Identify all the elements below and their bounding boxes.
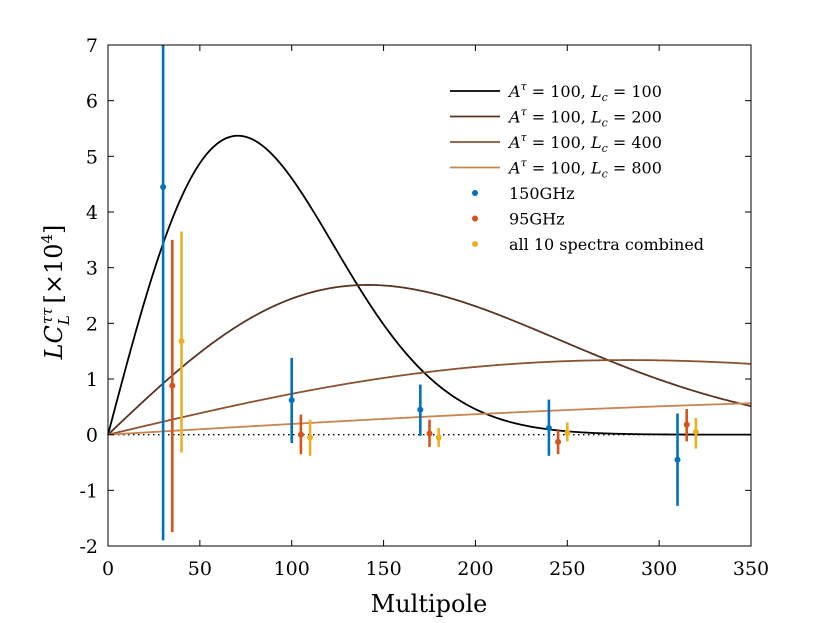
legend-marker-swatch <box>472 215 478 222</box>
y-label-sup: ττ <box>38 307 56 324</box>
data-point <box>555 438 562 445</box>
data-point <box>307 434 314 441</box>
data-point <box>288 397 295 404</box>
series-curve-lc-800 <box>107 402 752 436</box>
data-point <box>564 429 571 436</box>
x-tick-label: 200 <box>457 558 493 580</box>
x-tick-label: 0 <box>102 558 114 580</box>
y-tick-label: -1 <box>79 480 98 502</box>
data-point <box>426 430 433 437</box>
data-point <box>178 338 185 345</box>
y-label-main: LC <box>40 325 68 360</box>
y-label-power: 4 <box>38 234 56 244</box>
data-point <box>160 183 167 190</box>
y-tick-label: 1 <box>86 369 98 391</box>
x-tick-label: 350 <box>733 558 769 580</box>
legend-marker-swatch <box>472 190 478 196</box>
axes-box <box>107 44 752 547</box>
y-label-bracket-open: [×10 <box>40 244 68 304</box>
x-tick-label: 50 <box>188 558 212 580</box>
series-curve-lc-100 <box>107 134 752 436</box>
y-tick-label: 2 <box>86 313 98 335</box>
data-point <box>692 428 699 435</box>
data-point <box>417 406 424 413</box>
x-tick-label: 250 <box>549 558 585 580</box>
plot-area <box>108 45 751 546</box>
data-point <box>674 456 681 463</box>
legend-entry-label: Aτ = 100, Lc = 800 <box>507 157 662 181</box>
y-label-bracket-close: ] <box>40 225 68 234</box>
y-tick-label: 3 <box>86 258 98 280</box>
y-tick-label: 6 <box>86 91 98 113</box>
y-tick-label: 4 <box>86 202 98 224</box>
legend-entry-label: Aτ = 100, Lc = 200 <box>507 106 662 130</box>
data-point <box>683 421 690 428</box>
legend-entry-label: 95GHz <box>509 210 565 229</box>
legend-entry-label: Aτ = 100, Lc = 100 <box>507 80 662 104</box>
data-point <box>169 382 176 389</box>
data-point <box>435 434 442 441</box>
legend-entry-label: 150GHz <box>509 184 575 203</box>
x-tick-label: 100 <box>274 558 310 580</box>
svg-text:LCLττ[×104]: LCLττ [×104] <box>38 225 73 361</box>
data-point <box>545 424 552 431</box>
data-point <box>297 431 304 438</box>
legend-entry-label: all 10 spectra combined <box>509 235 704 254</box>
y-tick-label: 7 <box>86 35 98 57</box>
x-tick-label: 300 <box>641 558 677 580</box>
legend-entry-label: Aτ = 100, Lc = 400 <box>507 131 662 155</box>
legend-marker-swatch <box>472 241 478 247</box>
x-tick-label: 150 <box>365 558 401 580</box>
y-label-sub: L <box>55 315 73 326</box>
series-curve-lc-400 <box>107 359 752 436</box>
y-tick-label: 0 <box>86 425 98 447</box>
series-curve-lc-200 <box>107 284 752 436</box>
y-tick-label: 5 <box>86 146 98 168</box>
x-axis-label: Multipole <box>371 590 488 618</box>
y-axis-label: LCLττ [×104] <box>38 225 73 361</box>
y-tick-label: -2 <box>79 536 98 558</box>
